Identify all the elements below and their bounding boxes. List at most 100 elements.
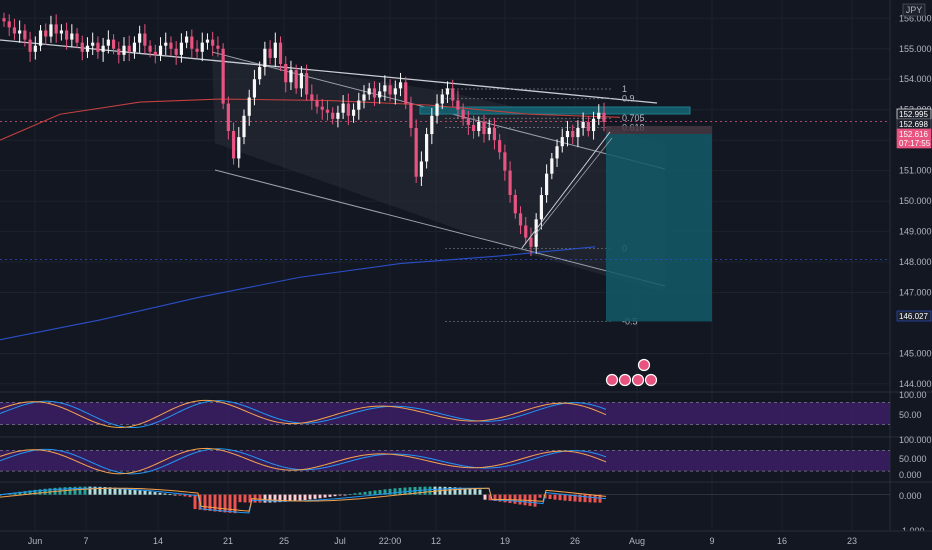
macd-histogram-bar [108,487,112,495]
macd-histogram-bar [598,494,602,503]
candle-body [174,48,178,55]
moving-average-blue [0,246,596,341]
macd-histogram-bar [243,494,247,503]
macd-histogram-bar [183,494,187,497]
candle-body [508,170,512,195]
candle-body [132,42,137,52]
candle-body [226,103,230,132]
price-axis-tick: 148.000 [899,257,932,267]
macd-histogram-bar [148,491,152,495]
time-axis-tick: 22:00 [379,536,402,546]
time-axis-tick: 12 [431,536,441,546]
macd-histogram-bar [213,494,217,512]
time-axis-tick: Aug [629,536,645,546]
macd-histogram-bar [343,494,347,496]
macd-histogram-bar [393,488,397,495]
candle-body [451,88,455,101]
candle-body [555,146,559,159]
price-axis-tick: 144.000 [899,379,932,389]
candle-body [258,67,262,80]
macd-histogram-bar [193,494,197,510]
candle-body [221,48,225,104]
price-axis-tick: 150.000 [899,196,932,206]
macd-histogram-bar [268,494,272,503]
candle-body [383,85,387,92]
oscillator-band [0,450,890,472]
price-label: 07:17:55 [899,139,931,148]
candle-body [346,103,350,116]
macd-histogram-bar [478,489,482,495]
macd-histogram-bar [353,493,357,495]
price-axis-tick: 151.000 [899,166,932,176]
macd-histogram-bar [583,494,587,503]
macd-histogram-bar [178,494,182,496]
candle-body [393,88,397,95]
candle-body [581,121,585,128]
macd-histogram-bar [378,489,382,495]
price-axis-tick: 145.000 [899,348,932,358]
stop-zone [606,126,712,134]
candle-body [70,33,74,40]
candle-body [529,237,533,247]
candle-body [38,30,43,46]
currency-badge [902,3,926,17]
candle-body [80,42,84,52]
candle-body [23,30,27,40]
candle-body [404,82,408,104]
candle-body [341,103,345,113]
oscillator-axis-tick: 50.00 [899,410,922,420]
time-axis-background [0,531,932,550]
candle-body [351,109,356,116]
macd-histogram-bar [463,488,467,495]
macd-histogram-bar [68,486,72,495]
price-axis-tick: 147.000 [899,288,932,298]
candle-body [477,121,481,132]
candle-body [289,70,293,83]
main-trendline [0,39,658,104]
candle-body [576,127,580,138]
candle-body [487,127,491,135]
signal-marker [644,373,658,387]
macd-histogram-bar [158,492,162,495]
candle-body [237,137,241,159]
price-label: 152.616 [899,130,928,139]
candle-body [75,33,79,43]
macd-histogram-bar [488,494,492,501]
macd-histogram-bar [468,488,472,495]
time-axis-tick: 19 [500,536,510,546]
macd-histogram-bar [273,494,277,503]
price-axis-tick: 154.000 [899,74,932,84]
macd-histogram-bar [278,494,282,503]
candle-body [325,109,330,113]
candle-body [242,115,246,138]
candle-body [320,106,324,110]
candle-body [357,100,361,110]
candle-body [216,45,220,49]
macd-histogram-bar [593,494,597,503]
time-axis-tick: 14 [153,536,163,546]
target-zone-box [606,134,712,322]
candle-body [85,45,90,52]
macd-histogram-bar [388,488,392,495]
macd-histogram-bar [503,494,507,503]
candle-body [597,112,601,119]
candle-body [143,33,147,46]
candle-body [294,70,298,89]
macd-histogram-bar [328,494,332,497]
macd-histogram-bar [403,487,407,495]
macd-histogram-bar [18,491,22,495]
macd-histogram-bar [298,494,302,501]
candle-body [419,161,423,177]
macd-histogram-bar [103,487,107,495]
signal-marker [637,358,651,372]
candle-body [492,127,497,141]
candle-body [445,88,450,95]
time-axis-tick: 16 [777,536,787,546]
candle-body [591,118,596,132]
candle-body [398,82,403,89]
oscillator-axis-tick: 0.000 [899,470,922,480]
oscillator-band [0,402,890,425]
candle-body [18,30,22,34]
candle-body [117,48,121,55]
